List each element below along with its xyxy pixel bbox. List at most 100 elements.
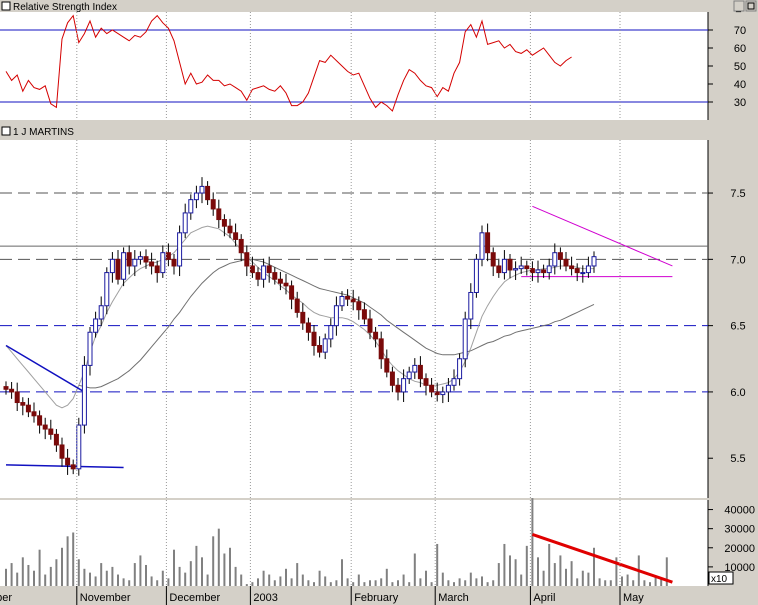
rsi-panel-checkbox[interactable] xyxy=(1,1,11,11)
volume-bar xyxy=(430,582,433,586)
volume-bar xyxy=(212,536,215,586)
volume-tick-label: 40000 xyxy=(724,505,755,517)
volume-bar xyxy=(380,578,383,586)
volume-bar xyxy=(324,576,327,586)
volume-bar xyxy=(665,557,668,586)
candle-body xyxy=(356,301,362,311)
candle-body xyxy=(70,464,76,470)
candle-body xyxy=(160,252,166,274)
candle-body xyxy=(574,268,580,274)
candle-body xyxy=(227,225,233,234)
candle-body xyxy=(14,391,20,404)
volume-bar xyxy=(217,528,220,586)
volume-bar xyxy=(27,564,30,586)
candle-body xyxy=(87,331,93,366)
volume-bar xyxy=(559,555,562,586)
candle-body xyxy=(445,384,451,393)
volume-bar xyxy=(229,547,231,586)
volume-bar xyxy=(402,574,405,586)
volume-bar xyxy=(139,555,142,586)
volume-bar xyxy=(587,572,590,586)
month-label: March xyxy=(438,592,469,604)
candle-body xyxy=(98,305,104,320)
rsi-tick-label: 70 xyxy=(734,25,746,37)
candle-body xyxy=(462,318,468,360)
volume-bar xyxy=(514,559,517,586)
volume-bar xyxy=(475,578,478,586)
price-title: 1 J MARTINS xyxy=(13,127,74,138)
volume-bar xyxy=(105,570,108,586)
candle-body xyxy=(440,391,446,396)
candle-body xyxy=(569,265,575,270)
candle-body xyxy=(546,265,552,274)
candle-body xyxy=(395,384,401,393)
candle-body xyxy=(429,384,435,393)
volume-plot-area xyxy=(0,500,708,586)
volume-bar xyxy=(49,566,52,586)
candle-body xyxy=(25,404,31,413)
volume-bar xyxy=(369,580,371,586)
candle-body xyxy=(490,252,496,267)
month-label: May xyxy=(623,592,644,604)
volume-bar xyxy=(458,578,461,586)
candle-body xyxy=(401,378,407,393)
candle-body xyxy=(132,258,138,267)
rsi-titlebar xyxy=(0,0,758,12)
candle-body xyxy=(182,212,188,234)
price-trendline xyxy=(5,464,124,469)
candle-body xyxy=(261,265,267,280)
rsi-maximize-button[interactable] xyxy=(745,0,757,12)
rsi-plot-area xyxy=(0,12,708,120)
candle-body xyxy=(238,238,244,254)
candle-body xyxy=(389,371,395,386)
volume-bar xyxy=(341,559,343,586)
candle-body xyxy=(143,256,149,263)
volume-bar xyxy=(654,576,657,586)
volume-bar xyxy=(245,584,248,586)
candle-body xyxy=(289,285,295,300)
volume-bar xyxy=(296,563,299,586)
candle-body xyxy=(149,261,155,267)
triangle-line xyxy=(532,205,673,267)
volume-bar xyxy=(492,580,495,586)
volume-bar xyxy=(83,568,86,586)
rsi-minimize-button[interactable] xyxy=(733,0,745,12)
volume-bar xyxy=(548,543,551,586)
candle-body xyxy=(294,298,300,313)
volume-bar xyxy=(486,582,489,586)
candle-body xyxy=(311,331,317,347)
volume-bar xyxy=(537,557,539,586)
candle-body xyxy=(384,358,390,373)
candle-body xyxy=(104,272,110,307)
volume-bar xyxy=(307,580,310,586)
price-titlebar xyxy=(0,124,758,138)
candle-body xyxy=(485,232,491,254)
candle-body xyxy=(93,318,99,333)
candle-body xyxy=(473,258,479,293)
price-trendline xyxy=(5,344,85,393)
candle-body xyxy=(518,265,524,270)
candle-body xyxy=(328,325,334,340)
candle-body xyxy=(249,265,255,274)
volume-bar xyxy=(290,578,293,586)
price-tick-label: 5.5 xyxy=(730,453,745,465)
rsi-line xyxy=(5,14,572,112)
volume-bar xyxy=(178,566,181,586)
candle-body xyxy=(193,192,199,201)
candle-body xyxy=(177,232,183,267)
volume-bar xyxy=(161,570,164,586)
candle-body xyxy=(137,256,143,260)
volume-bar xyxy=(609,580,612,586)
price-tick-labels: 7.5 7.0 6.5 6.0 5.5 xyxy=(708,188,746,465)
volume-bar xyxy=(497,563,500,586)
volume-bar xyxy=(184,572,187,586)
volume-bar xyxy=(16,572,19,586)
candle-body xyxy=(367,318,373,333)
price-panel-checkbox[interactable] xyxy=(1,126,11,136)
volume-bar xyxy=(279,576,282,586)
volume-bar xyxy=(55,559,58,586)
volume-bar xyxy=(285,568,287,586)
volume-bar xyxy=(145,564,147,586)
